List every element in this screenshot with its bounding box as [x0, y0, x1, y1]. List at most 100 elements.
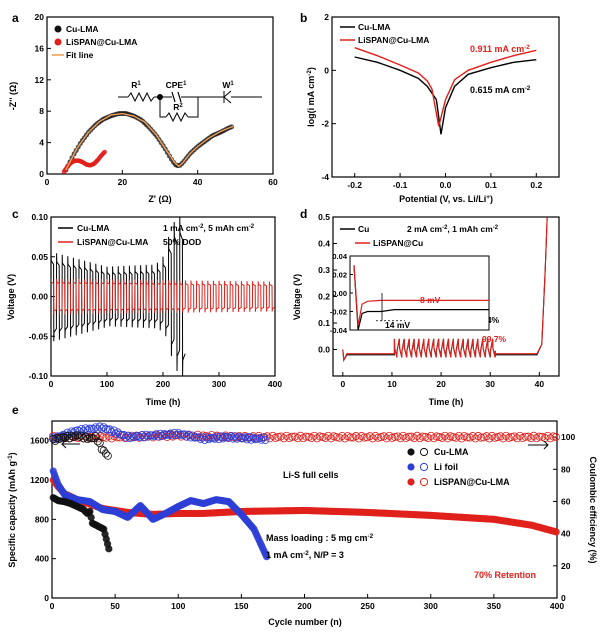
cpe-element	[177, 91, 182, 103]
ce-point	[182, 432, 191, 441]
legend-marker-filled	[407, 448, 415, 456]
ce-point	[324, 431, 333, 440]
legend-marker	[54, 25, 62, 33]
y-tick-label: 0.2	[318, 292, 330, 302]
ce-point	[239, 434, 248, 443]
y-tick-label: 0.1	[318, 318, 330, 328]
circuit-wire	[188, 97, 199, 118]
legend-label: LiSPAN@Cu	[373, 238, 423, 248]
panel-c: 0 100 200 300 400 -0.10 -0.05 0.00 0.05 0.10 c Time…	[6, 207, 282, 407]
equivalent-circuit: R1 CPE1 R2 W1	[118, 80, 262, 123]
ce-point	[257, 435, 266, 444]
x-axis-label: Potential (V, vs. Li/Li+)	[399, 194, 493, 205]
series-cu-lma	[354, 56, 537, 135]
resistor-r1	[127, 91, 155, 103]
resistor-r2	[165, 111, 189, 123]
ce-point	[97, 424, 106, 433]
ce-point	[277, 432, 286, 441]
ce-point	[107, 428, 116, 437]
annotation-efficiency-lispan: 99.7%	[482, 334, 507, 344]
legend-label: Cu-LMA	[358, 22, 391, 32]
y-tick-label: 0.5	[318, 212, 330, 222]
x-tick-label: 30	[485, 379, 495, 389]
ce-point	[501, 431, 510, 440]
y-tick-label: 0	[324, 65, 329, 75]
series-cu-lma-capacity	[49, 494, 113, 553]
ce-point	[529, 431, 538, 440]
cpe-element	[171, 91, 176, 103]
legend-marker-open	[419, 477, 429, 487]
ce-point	[233, 434, 242, 443]
ce-point	[396, 434, 405, 443]
inset-series-cu	[353, 265, 489, 331]
ce-point	[69, 433, 78, 442]
y-tick-label: 20	[35, 12, 45, 22]
inset-y-tick-label: 0.04	[332, 252, 347, 261]
x-tick-label: -0.2	[347, 180, 362, 190]
circuit-label-r1: R1	[131, 80, 141, 90]
ce-point	[57, 433, 66, 442]
y-tick-label: 0.10	[31, 212, 48, 222]
warburg-element	[223, 90, 232, 98]
legend-label: LiSPAN@Cu-LMA	[358, 35, 429, 45]
panel-b: -0.2 -0.1 0.0 0.1 0.2 -4 -2 0 2 b Potential (V, vs…	[300, 11, 560, 205]
ce-point	[410, 434, 419, 443]
ce-point	[457, 434, 466, 443]
x-tick-label: 0	[45, 177, 50, 187]
ce-point	[188, 431, 197, 440]
y2-tick-label: 60	[561, 496, 571, 506]
y-tick-label: 8	[39, 106, 44, 116]
legend-label: Fit line	[66, 50, 94, 60]
ce-point	[265, 434, 274, 443]
x-tick-label: 300	[212, 379, 226, 389]
ce-point	[146, 431, 155, 440]
ce-point	[77, 424, 86, 433]
ce-point	[79, 434, 88, 443]
y-tick-label: 2	[324, 12, 329, 22]
series-lispan-cu-lma	[61, 149, 107, 174]
y-axis-label: Voltage (V)	[292, 274, 302, 320]
ce-point	[313, 434, 322, 443]
ce-point	[138, 431, 147, 440]
ce-point	[121, 433, 130, 442]
series-lispan-cu	[342, 216, 548, 363]
ce-point	[535, 432, 544, 441]
ce-point	[360, 433, 369, 442]
ce-point	[451, 433, 460, 442]
y-tick-label: 0.4	[318, 239, 330, 249]
x-tick-label: 10	[387, 379, 397, 389]
annotation-current-lispan: 0.911 mA cm-2	[470, 44, 530, 55]
ce-point	[379, 432, 388, 441]
y-tick-label: 16	[35, 43, 45, 53]
annotation-conditions: 1 mA cm-2, 5 mAh cm-2	[163, 223, 255, 233]
ce-point	[101, 449, 110, 458]
ce-point	[235, 433, 244, 442]
panel-d: 0 10 20 30 40 0.0 0.1 0.2 0.3 0.4 0.5 d Time (h) Volt…	[292, 207, 560, 407]
ce-point	[117, 430, 126, 439]
ce-point	[172, 431, 181, 440]
ce-point	[63, 428, 72, 437]
ce-point	[200, 435, 209, 444]
ce-point	[231, 432, 240, 441]
annotation-mass-loading: Mass loading : 5 mg cm-2	[266, 533, 374, 544]
capacity-point	[87, 513, 95, 521]
ce-point	[315, 432, 324, 441]
ce-point	[263, 432, 272, 441]
ce-point	[97, 445, 106, 454]
inset-annotation-14mv: 14 mV	[385, 320, 410, 330]
y2-tick-label: 20	[561, 561, 571, 571]
ce-point	[81, 424, 90, 433]
ce-point	[352, 432, 361, 441]
ce-point	[140, 433, 149, 442]
ce-point	[93, 434, 102, 443]
y2-axis-label: Coulombic efficiency (%)	[588, 456, 598, 563]
ce-point	[218, 434, 227, 443]
panel-letter-a: a	[12, 11, 19, 25]
x-tick-label: 350	[487, 601, 501, 611]
x-tick-label: 50	[110, 601, 120, 611]
y-tick-label: 0	[44, 593, 49, 603]
ce-point	[488, 431, 497, 440]
ce-point	[310, 431, 319, 440]
ce-point	[245, 433, 254, 442]
ce-point	[371, 431, 380, 440]
